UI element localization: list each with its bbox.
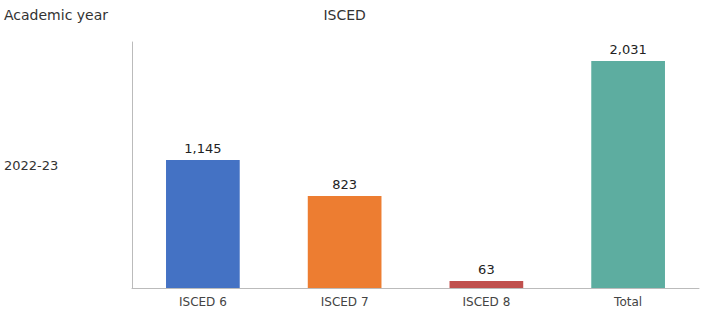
- svg-text:2022-23: 2022-23: [4, 158, 58, 173]
- svg-text:ISCED 6: ISCED 6: [179, 295, 227, 309]
- svg-text:Total: Total: [613, 295, 642, 309]
- svg-text:ISCED: ISCED: [323, 7, 365, 23]
- svg-text:2,031: 2,031: [610, 42, 647, 57]
- svg-text:ISCED 8: ISCED 8: [462, 295, 510, 309]
- svg-text:63: 63: [478, 262, 495, 277]
- svg-text:ISCED 7: ISCED 7: [321, 295, 369, 309]
- svg-text:Academic year: Academic year: [4, 7, 108, 23]
- svg-text:1,145: 1,145: [184, 141, 221, 156]
- svg-text:823: 823: [332, 177, 357, 192]
